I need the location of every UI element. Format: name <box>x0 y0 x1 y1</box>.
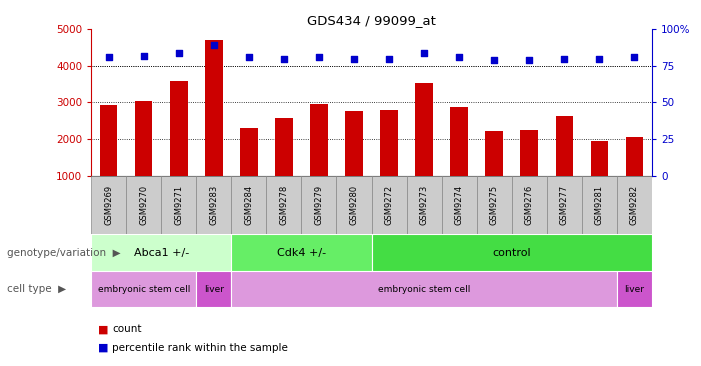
Text: genotype/variation  ▶: genotype/variation ▶ <box>7 247 121 258</box>
Point <box>383 56 395 61</box>
Bar <box>240 128 258 176</box>
Point <box>138 53 149 59</box>
Text: GSM9269: GSM9269 <box>104 184 113 225</box>
Bar <box>372 176 407 234</box>
Bar <box>582 176 617 234</box>
Bar <box>521 130 538 176</box>
Bar <box>311 104 328 176</box>
Bar <box>451 107 468 176</box>
Text: GSM9272: GSM9272 <box>385 184 393 225</box>
Bar <box>547 176 582 234</box>
Point <box>454 54 465 60</box>
Bar <box>346 111 363 176</box>
Point <box>173 50 184 56</box>
Text: GSM9281: GSM9281 <box>595 184 604 225</box>
Bar <box>231 234 372 271</box>
Text: control: control <box>492 247 531 258</box>
Text: GSM9280: GSM9280 <box>350 184 358 225</box>
Text: GSM9279: GSM9279 <box>315 184 323 225</box>
Bar <box>196 176 231 234</box>
Text: GSM9277: GSM9277 <box>560 184 569 225</box>
Bar <box>91 234 231 271</box>
Bar <box>135 101 153 176</box>
Bar <box>266 176 301 234</box>
Bar <box>336 176 372 234</box>
Bar <box>556 116 573 176</box>
Point <box>348 56 360 61</box>
Title: GDS434 / 99099_at: GDS434 / 99099_at <box>307 14 436 27</box>
Bar <box>91 176 126 234</box>
Point <box>278 56 290 61</box>
Point <box>243 54 254 60</box>
Text: GSM9278: GSM9278 <box>280 184 288 225</box>
Text: GSM9276: GSM9276 <box>525 184 533 225</box>
Point <box>524 57 535 63</box>
Bar <box>617 176 652 234</box>
Text: ■: ■ <box>98 324 109 335</box>
Bar <box>301 176 336 234</box>
Bar <box>231 271 617 307</box>
Point <box>103 54 114 60</box>
Text: liver: liver <box>204 285 224 294</box>
Point <box>418 50 430 56</box>
Text: GSM9270: GSM9270 <box>139 184 148 225</box>
Bar <box>231 176 266 234</box>
Text: embryonic stem cell: embryonic stem cell <box>378 285 470 294</box>
Point <box>489 57 500 63</box>
Bar <box>416 83 433 176</box>
Bar <box>407 176 442 234</box>
Bar <box>126 176 161 234</box>
Text: GSM9283: GSM9283 <box>210 184 218 225</box>
Bar <box>196 271 231 307</box>
Text: GSM9273: GSM9273 <box>420 184 428 225</box>
Text: count: count <box>112 324 142 335</box>
Text: Cdk4 +/-: Cdk4 +/- <box>277 247 326 258</box>
Text: GSM9271: GSM9271 <box>175 184 183 225</box>
Bar <box>512 176 547 234</box>
Text: Abca1 +/-: Abca1 +/- <box>134 247 189 258</box>
Text: percentile rank within the sample: percentile rank within the sample <box>112 343 288 353</box>
Point <box>594 56 605 61</box>
Bar <box>205 40 223 176</box>
Text: liver: liver <box>625 285 644 294</box>
Text: GSM9275: GSM9275 <box>490 184 498 225</box>
Point <box>313 54 325 60</box>
Bar <box>442 176 477 234</box>
Text: ■: ■ <box>98 343 109 353</box>
Text: GSM9282: GSM9282 <box>630 184 639 225</box>
Text: cell type  ▶: cell type ▶ <box>7 284 66 294</box>
Bar <box>626 137 644 176</box>
Point <box>559 56 570 61</box>
Bar <box>381 110 398 176</box>
Text: GSM9284: GSM9284 <box>245 184 253 225</box>
Point <box>629 54 640 60</box>
Bar <box>617 271 652 307</box>
Bar <box>100 105 118 176</box>
Bar <box>372 234 652 271</box>
Bar <box>477 176 512 234</box>
Bar <box>275 118 293 176</box>
Bar <box>161 176 196 234</box>
Text: embryonic stem cell: embryonic stem cell <box>97 285 190 294</box>
Bar <box>486 131 503 176</box>
Bar <box>591 141 608 176</box>
Bar <box>91 271 196 307</box>
Text: GSM9274: GSM9274 <box>455 184 463 225</box>
Bar <box>170 81 188 176</box>
Point <box>208 42 219 48</box>
